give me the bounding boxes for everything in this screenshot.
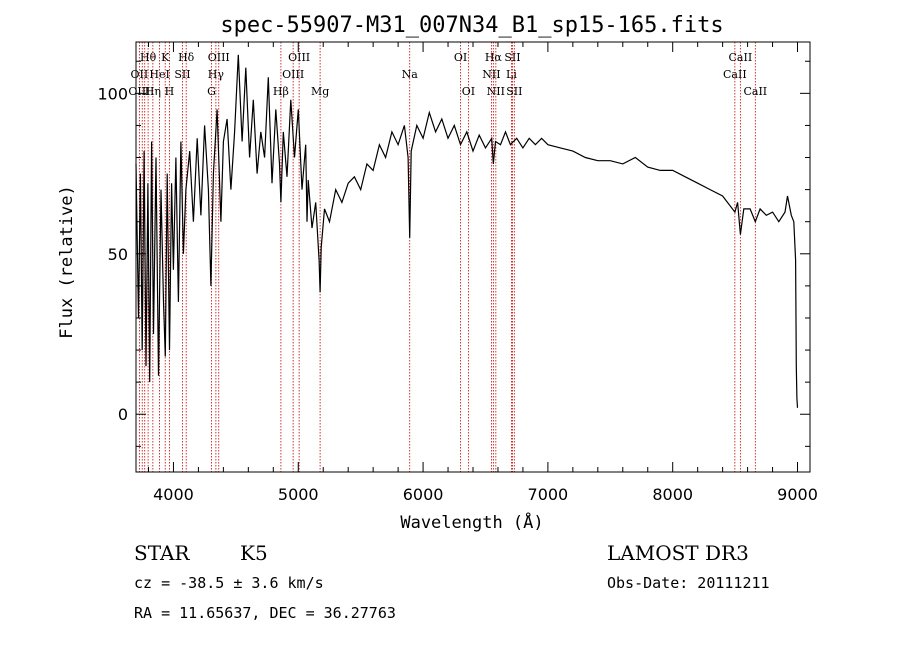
line-label: HeI xyxy=(149,68,169,81)
y-tick-label: 50 xyxy=(108,245,128,264)
y-tick-label: 100 xyxy=(97,84,128,103)
object-subclass: K5 xyxy=(240,541,268,565)
line-label: Hβ xyxy=(273,85,289,98)
line-label: OII xyxy=(131,68,149,81)
line-label: Hη xyxy=(145,85,161,98)
line-label: Hδ xyxy=(178,51,195,64)
line-label: OI xyxy=(462,85,475,98)
line-label: SII xyxy=(504,51,520,64)
line-label: G xyxy=(207,85,216,98)
line-label: OI xyxy=(454,51,467,64)
line-label: Hγ xyxy=(208,68,225,81)
line-label: Hα xyxy=(485,51,503,64)
line-label: K xyxy=(161,51,170,64)
line-label: OIII xyxy=(208,51,230,64)
object-class: STAR xyxy=(134,541,190,565)
y-axis-label: Flux (relative) xyxy=(57,185,77,339)
line-label: OIII xyxy=(288,51,310,64)
x-tick-label: 8000 xyxy=(652,485,693,504)
spectrum-line xyxy=(135,54,799,408)
x-axis-label: Wavelength (Å) xyxy=(400,511,543,533)
line-label: SII xyxy=(174,68,190,81)
x-tick-label: 7000 xyxy=(528,485,569,504)
x-tick-label: 9000 xyxy=(777,485,818,504)
x-axis-ticks: 4000 5000 6000 7000 8000 9000 xyxy=(147,42,818,504)
line-label: OIII xyxy=(128,85,150,98)
redshift-value: cz = -38.5 ± 3.6 km/s xyxy=(134,574,324,592)
line-label: CaII xyxy=(729,51,753,64)
line-label: SII xyxy=(506,85,522,98)
x-tick-label: 6000 xyxy=(403,485,444,504)
line-label: Li xyxy=(506,68,517,81)
plot-frame xyxy=(135,41,811,473)
y-axis-ticks: 0 50 100 xyxy=(97,60,810,447)
line-label: OIII xyxy=(282,68,304,81)
chart-title: spec-55907-M31_007N34_B1_sp15-165.fits xyxy=(220,13,723,38)
line-label: Na xyxy=(402,68,419,81)
survey-name: LAMOST DR3 xyxy=(607,541,749,565)
line-label: CaII xyxy=(743,85,767,98)
line-label: NII xyxy=(482,68,500,81)
line-label: Hθ xyxy=(140,51,157,64)
emission-line-markers xyxy=(138,42,756,472)
line-label: NII xyxy=(487,85,505,98)
coordinates: RA = 11.65637, DEC = 36.27763 xyxy=(134,604,396,622)
y-tick-label: 0 xyxy=(118,405,128,424)
x-tick-label: 5000 xyxy=(278,485,319,504)
x-tick-label: 4000 xyxy=(153,485,194,504)
line-label: Mg xyxy=(311,85,329,98)
line-label: CaII xyxy=(723,68,747,81)
observation-date: Obs-Date: 20111211 xyxy=(607,574,770,592)
line-label: H xyxy=(165,85,175,98)
